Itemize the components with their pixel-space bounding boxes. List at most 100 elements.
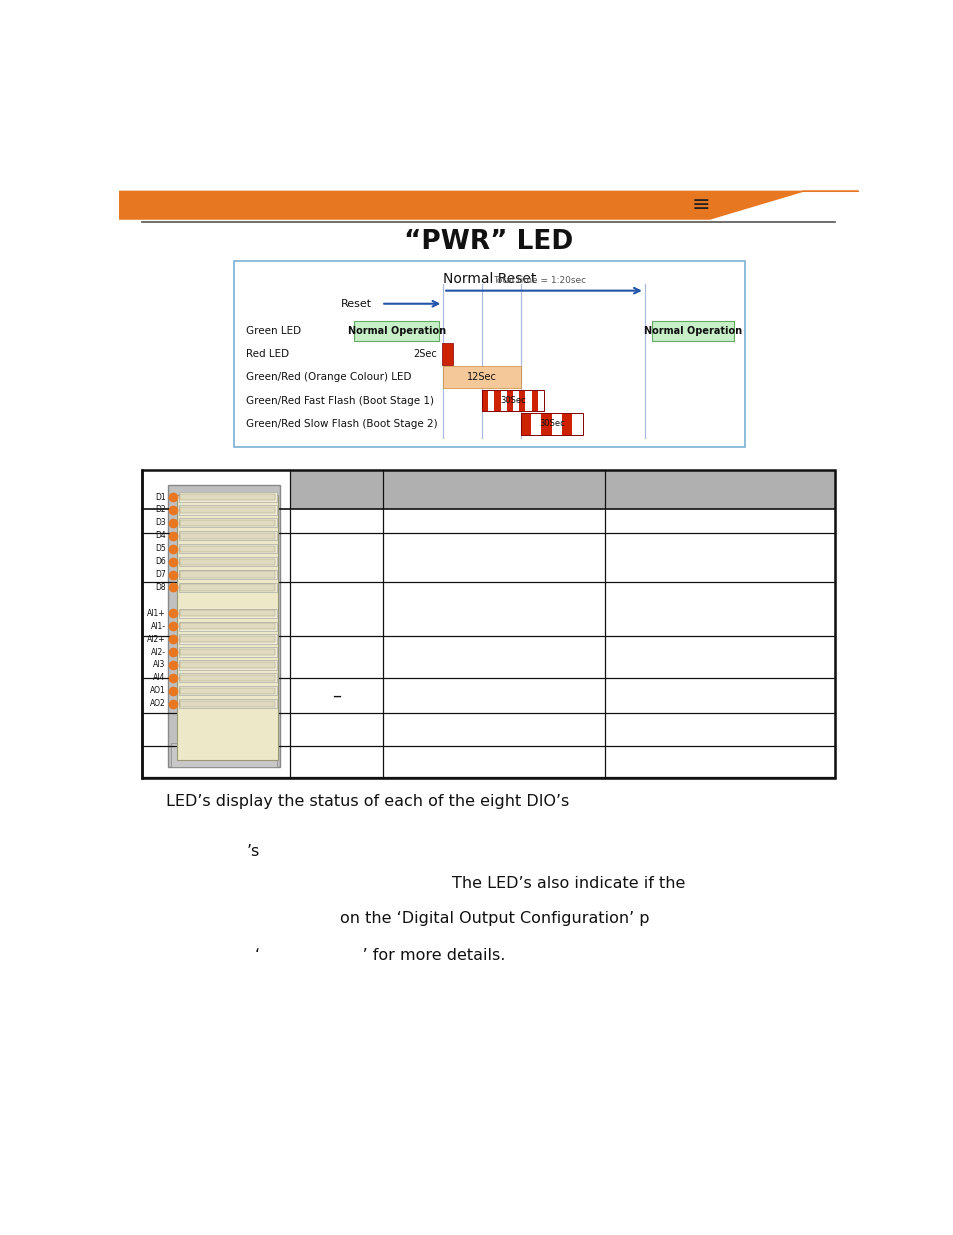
Bar bbox=[354, 321, 439, 341]
Bar bbox=[179, 583, 276, 592]
Bar bbox=[537, 390, 543, 411]
Bar bbox=[180, 624, 274, 630]
Text: D8: D8 bbox=[155, 583, 166, 592]
Text: ‘                    ’ for more details.: ‘ ’ for more details. bbox=[254, 947, 505, 962]
Text: D2: D2 bbox=[155, 505, 166, 515]
Text: on the ‘Digital Output Configuration’ p: on the ‘Digital Output Configuration’ p bbox=[340, 910, 649, 926]
Text: Normal Reset: Normal Reset bbox=[442, 272, 536, 287]
Bar bbox=[443, 367, 520, 388]
Text: ’s: ’s bbox=[247, 844, 260, 858]
Bar bbox=[540, 412, 551, 435]
Bar bbox=[180, 584, 274, 590]
Bar bbox=[179, 569, 276, 579]
Text: Red LED: Red LED bbox=[245, 350, 289, 359]
Bar bbox=[179, 673, 276, 683]
Text: The LED’s also indicate if the: The LED’s also indicate if the bbox=[452, 876, 685, 890]
Text: AI2-: AI2- bbox=[151, 647, 166, 657]
Text: D6: D6 bbox=[154, 557, 166, 566]
Text: AO1: AO1 bbox=[150, 687, 166, 695]
Text: 30Sec: 30Sec bbox=[538, 420, 564, 429]
Bar bbox=[494, 390, 500, 411]
Text: 12Sec: 12Sec bbox=[467, 372, 497, 383]
Text: –: – bbox=[332, 687, 340, 704]
Bar bbox=[518, 390, 525, 411]
Bar bbox=[506, 390, 513, 411]
Bar bbox=[531, 412, 540, 435]
Text: Green/Red (Orange Colour) LED: Green/Red (Orange Colour) LED bbox=[245, 372, 411, 383]
Text: D7: D7 bbox=[154, 571, 166, 579]
Text: D5: D5 bbox=[154, 545, 166, 553]
Text: Green LED: Green LED bbox=[245, 326, 300, 336]
Text: Reset: Reset bbox=[340, 299, 372, 309]
Bar bbox=[525, 390, 531, 411]
Bar bbox=[561, 412, 572, 435]
Bar bbox=[142, 471, 835, 778]
Bar bbox=[488, 390, 494, 411]
Bar bbox=[531, 390, 537, 411]
Bar bbox=[513, 390, 518, 411]
Bar bbox=[180, 648, 274, 655]
Bar bbox=[500, 390, 506, 411]
Bar bbox=[180, 572, 274, 578]
Text: D1: D1 bbox=[155, 493, 166, 501]
Text: AI4: AI4 bbox=[153, 673, 166, 683]
Bar bbox=[520, 412, 531, 435]
Text: AI2+: AI2+ bbox=[147, 635, 166, 643]
Bar bbox=[177, 495, 278, 761]
Bar bbox=[179, 493, 276, 501]
Text: Total time = 1:20sec: Total time = 1:20sec bbox=[493, 277, 586, 285]
Text: 2Sec: 2Sec bbox=[413, 350, 436, 359]
Bar bbox=[180, 506, 274, 513]
Bar bbox=[179, 505, 276, 515]
Bar bbox=[179, 687, 276, 695]
Bar bbox=[179, 609, 276, 618]
Bar bbox=[180, 688, 274, 694]
Bar bbox=[171, 743, 276, 767]
Polygon shape bbox=[119, 191, 858, 219]
Bar bbox=[180, 558, 274, 564]
Bar bbox=[441, 343, 453, 364]
Bar bbox=[179, 699, 276, 709]
Text: AI1+: AI1+ bbox=[147, 609, 166, 618]
Text: D4: D4 bbox=[154, 531, 166, 540]
Bar bbox=[179, 545, 276, 553]
Text: 30Sec: 30Sec bbox=[499, 396, 525, 405]
Bar bbox=[233, 262, 744, 447]
Bar bbox=[481, 390, 543, 411]
Bar bbox=[180, 674, 274, 680]
Bar bbox=[180, 532, 274, 538]
Bar bbox=[180, 610, 274, 616]
Text: ≡: ≡ bbox=[691, 195, 709, 215]
Bar bbox=[520, 412, 582, 435]
Bar bbox=[179, 519, 276, 527]
Text: AO2: AO2 bbox=[150, 699, 166, 708]
Bar bbox=[180, 494, 274, 500]
Bar bbox=[179, 635, 276, 643]
Text: LED’s display the status of each of the eight DIO’s: LED’s display the status of each of the … bbox=[166, 794, 568, 809]
Bar bbox=[179, 661, 276, 669]
Text: Normal Operation: Normal Operation bbox=[643, 326, 741, 336]
Bar bbox=[142, 471, 290, 778]
Bar bbox=[180, 520, 274, 526]
Bar bbox=[179, 647, 276, 657]
Text: AI1-: AI1- bbox=[151, 621, 166, 631]
Bar bbox=[290, 471, 835, 509]
Text: Normal Operation: Normal Operation bbox=[347, 326, 445, 336]
Bar bbox=[179, 621, 276, 631]
Bar bbox=[179, 531, 276, 541]
Text: “PWR” LED: “PWR” LED bbox=[404, 230, 573, 256]
Bar bbox=[179, 557, 276, 566]
Bar bbox=[572, 412, 582, 435]
Text: AI3: AI3 bbox=[153, 661, 166, 669]
Text: Green/Red Slow Flash (Boot Stage 2): Green/Red Slow Flash (Boot Stage 2) bbox=[245, 419, 436, 429]
Text: Weidmüller: Weidmüller bbox=[615, 196, 730, 214]
Bar bbox=[180, 700, 274, 706]
Bar bbox=[180, 546, 274, 552]
Text: D3: D3 bbox=[154, 519, 166, 527]
Bar bbox=[551, 412, 561, 435]
Bar bbox=[180, 662, 274, 668]
Bar bbox=[481, 390, 488, 411]
Bar bbox=[652, 321, 733, 341]
Bar bbox=[168, 485, 279, 767]
Text: Green/Red Fast Flash (Boot Stage 1): Green/Red Fast Flash (Boot Stage 1) bbox=[245, 395, 433, 405]
